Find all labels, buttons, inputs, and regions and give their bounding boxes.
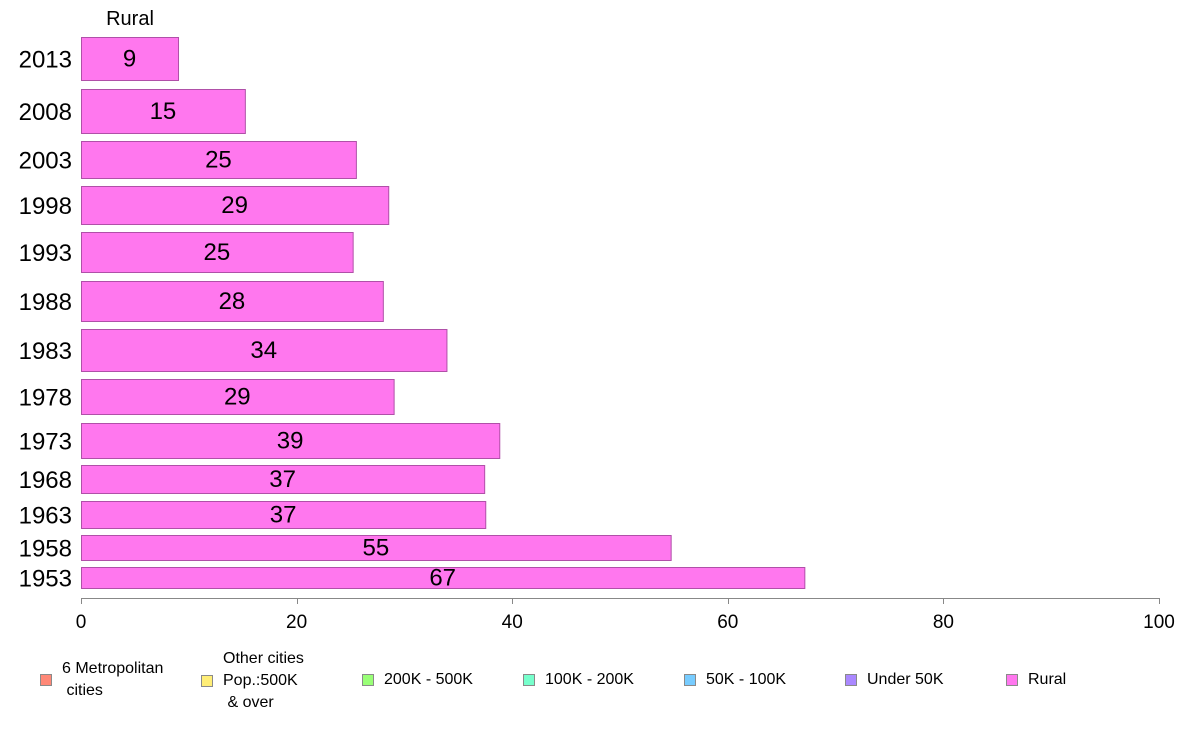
bar-1963 (81, 501, 487, 529)
legend-label-metropolitan: 6 Metropolitan cities (62, 660, 164, 699)
legend-label-100k-200k: 100K - 200K (545, 671, 634, 688)
year-label-2008: 2008 (19, 99, 72, 126)
x-tick-label-0: 0 (76, 612, 87, 633)
bar-1968 (81, 465, 486, 494)
year-label-1953: 1953 (19, 566, 72, 593)
legend-item-other-cities: Other cities Pop.:500K & over (201, 648, 304, 714)
year-label-1973: 1973 (19, 429, 72, 456)
legend-item-metropolitan: 6 Metropolitan cities (40, 658, 163, 702)
bar-1953 (81, 567, 806, 589)
legend-swatch-under-50k (845, 674, 857, 686)
legend-label-50k-100k: 50K - 100K (706, 671, 787, 688)
data-label-1968: 37 (269, 466, 296, 493)
legend-label-rural: Rural (1028, 671, 1067, 688)
legend-swatch-100k-200k (523, 674, 535, 686)
x-tick-label-40: 40 (502, 612, 523, 633)
legend: 6 Metropolitan cities Other cities Pop.:… (0, 648, 1188, 728)
legend-item-rural: Rural (1006, 669, 1066, 691)
year-label-2003: 2003 (19, 148, 72, 175)
x-tick-label-100: 100 (1143, 612, 1175, 633)
bar-1993 (81, 232, 354, 273)
x-tick-label-80: 80 (933, 612, 954, 633)
x-axis: 0 20 40 60 80 100 (76, 598, 1175, 633)
data-label-1978: 29 (224, 384, 251, 411)
legend-item-200k-500k: 200K - 500K (362, 669, 473, 691)
legend-swatch-200k-500k (362, 674, 374, 686)
year-label-1988: 1988 (19, 289, 72, 316)
bar-1958 (81, 535, 672, 561)
legend-item-50k-100k: 50K - 100K (684, 669, 786, 691)
legend-label-other-cities: Other cities Pop.:500K & over (223, 650, 304, 711)
legend-swatch-other-cities (201, 675, 213, 687)
data-label-1993: 25 (203, 239, 230, 266)
bar-1973 (81, 423, 501, 459)
legend-label-under-50k: Under 50K (867, 671, 944, 688)
bars-group: 9 2013 15 2008 25 2003 29 1998 25 1993 28 1988 34 198… (19, 37, 806, 593)
bar-2013 (81, 37, 180, 81)
legend-item-100k-200k: 100K - 200K (523, 669, 634, 691)
year-label-1968: 1968 (19, 467, 72, 494)
year-label-1963: 1963 (19, 503, 72, 530)
data-label-1953: 67 (429, 565, 456, 592)
legend-swatch-rural (1006, 674, 1018, 686)
legend-swatch-metropolitan (40, 674, 52, 686)
x-tick-label-20: 20 (286, 612, 307, 633)
year-label-1978: 1978 (19, 385, 72, 412)
bar-1983 (81, 329, 448, 372)
data-label-1998: 29 (221, 192, 248, 219)
legend-label-200k-500k: 200K - 500K (384, 671, 473, 688)
data-label-1983: 34 (250, 337, 277, 364)
data-label-2003: 25 (205, 147, 232, 174)
data-label-2008: 15 (150, 98, 177, 125)
year-label-1993: 1993 (19, 240, 72, 267)
year-label-2013: 2013 (19, 47, 72, 74)
data-label-1988: 28 (219, 288, 246, 315)
year-label-1998: 1998 (19, 193, 72, 220)
data-label-1973: 39 (277, 428, 304, 455)
data-label-1958: 55 (362, 535, 389, 562)
legend-swatch-50k-100k (684, 674, 696, 686)
bar-2008 (81, 89, 246, 134)
bar-1988 (81, 281, 384, 322)
data-label-2013: 9 (123, 46, 136, 73)
bar-1978 (81, 379, 395, 415)
x-tick-label-60: 60 (717, 612, 738, 633)
year-label-1958: 1958 (19, 536, 72, 563)
series-title: Rural (106, 8, 154, 30)
bar-2003 (81, 141, 357, 179)
bar-1998 (81, 186, 390, 225)
legend-item-under-50k: Under 50K (845, 669, 944, 691)
data-label-1963: 37 (270, 502, 297, 529)
year-label-1983: 1983 (19, 338, 72, 365)
